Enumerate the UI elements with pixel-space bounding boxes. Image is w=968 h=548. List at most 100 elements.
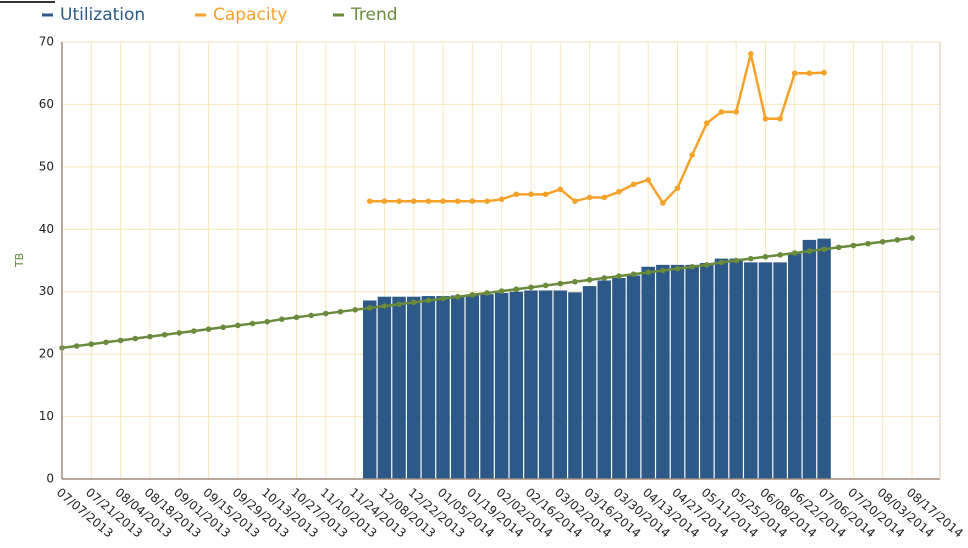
bar [773, 262, 787, 479]
point [484, 198, 490, 204]
bar [582, 286, 597, 479]
point [308, 312, 314, 319]
point [454, 293, 461, 300]
bar [436, 296, 450, 479]
point [147, 333, 153, 340]
point [821, 69, 827, 76]
line [369, 53, 825, 206]
point [747, 51, 754, 57]
bar [377, 296, 392, 479]
point [454, 198, 461, 204]
line-series [59, 235, 915, 351]
point [249, 320, 256, 327]
point [704, 262, 710, 268]
bar [670, 264, 685, 479]
y-axis-label: TB [13, 253, 26, 268]
bar [744, 262, 758, 479]
point [513, 191, 520, 198]
point [835, 244, 842, 251]
point [557, 186, 564, 193]
point [674, 265, 681, 272]
y-tick-label: 0 [46, 472, 54, 486]
point [660, 200, 666, 206]
point [542, 191, 549, 198]
point [674, 185, 681, 191]
point [425, 297, 432, 304]
point [293, 314, 300, 321]
bar [656, 264, 670, 479]
point [909, 235, 915, 241]
bar [788, 253, 802, 479]
bar [729, 258, 743, 479]
point [366, 305, 373, 311]
point [513, 286, 520, 293]
point [337, 308, 344, 315]
point [572, 198, 578, 204]
point [205, 326, 212, 332]
y-tick-label: 20 [39, 347, 54, 361]
point [806, 248, 813, 254]
point [601, 194, 608, 201]
point [689, 152, 695, 158]
point [630, 271, 637, 278]
bar [802, 239, 817, 479]
point [586, 194, 593, 201]
bar [509, 291, 524, 479]
point [718, 109, 725, 115]
point [586, 277, 593, 283]
bar [465, 294, 480, 479]
point [689, 263, 695, 270]
point [572, 278, 578, 285]
point [176, 330, 183, 336]
point [704, 120, 710, 126]
y-tick-label: 40 [39, 222, 54, 236]
point [220, 324, 227, 331]
point [469, 198, 476, 204]
point [381, 198, 388, 204]
point [498, 288, 505, 294]
point [410, 299, 417, 306]
point [791, 250, 798, 256]
point [410, 198, 417, 204]
y-tick-label: 10 [39, 409, 54, 423]
point [777, 252, 783, 258]
bar [597, 280, 611, 479]
point [366, 198, 373, 204]
point [132, 335, 139, 342]
point [718, 259, 725, 266]
point [528, 191, 534, 198]
point [440, 295, 446, 302]
point [850, 242, 857, 249]
point [396, 301, 402, 308]
bar [553, 290, 568, 479]
bar [450, 295, 465, 479]
point [733, 257, 739, 264]
bar [612, 277, 626, 479]
line-series [366, 51, 827, 206]
bar [480, 294, 494, 479]
point [73, 343, 80, 349]
y-tick-label: 50 [39, 159, 54, 173]
point [484, 290, 490, 296]
point [161, 331, 168, 338]
point [894, 237, 901, 243]
point [645, 269, 652, 276]
bar [700, 262, 714, 479]
point [747, 255, 754, 262]
point [777, 115, 783, 122]
bar [626, 275, 641, 479]
point [645, 177, 652, 183]
point [733, 109, 739, 115]
point [498, 196, 505, 203]
point [425, 198, 432, 204]
point [791, 70, 798, 77]
bar [421, 296, 436, 479]
point [762, 253, 769, 260]
bar [714, 258, 729, 479]
y-tick-label: 70 [39, 35, 54, 49]
point [117, 337, 124, 344]
point [601, 275, 608, 281]
y-tick-label: 30 [39, 284, 54, 298]
